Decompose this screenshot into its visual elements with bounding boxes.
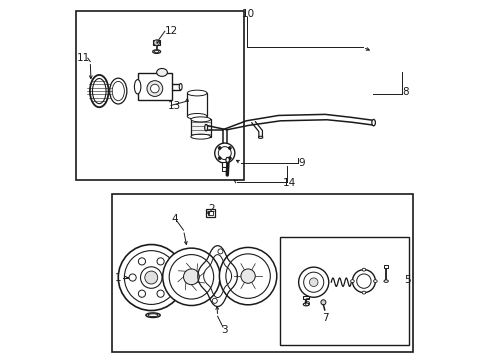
Bar (138, 73, 171, 100)
Ellipse shape (362, 268, 365, 271)
Ellipse shape (190, 134, 210, 139)
Bar (187, 93, 206, 116)
Text: 13: 13 (167, 102, 181, 112)
Ellipse shape (371, 120, 375, 126)
Bar (383, 265, 387, 267)
Circle shape (147, 81, 163, 96)
Circle shape (241, 269, 255, 283)
Circle shape (212, 298, 217, 303)
Bar (153, 40, 160, 45)
Circle shape (157, 290, 164, 297)
Ellipse shape (109, 78, 126, 104)
Circle shape (150, 84, 159, 93)
Text: 6: 6 (302, 298, 309, 308)
Circle shape (157, 258, 164, 265)
Ellipse shape (258, 136, 262, 138)
Circle shape (118, 244, 184, 311)
Text: 8: 8 (402, 87, 408, 97)
Circle shape (219, 247, 276, 305)
Circle shape (163, 248, 220, 306)
Ellipse shape (187, 90, 206, 96)
Circle shape (352, 270, 375, 293)
Circle shape (124, 251, 178, 305)
Circle shape (218, 147, 221, 149)
Ellipse shape (383, 280, 387, 282)
Circle shape (129, 274, 136, 281)
Ellipse shape (225, 157, 229, 162)
Ellipse shape (190, 117, 210, 122)
Text: 14: 14 (282, 177, 295, 188)
Circle shape (153, 40, 159, 45)
Circle shape (303, 272, 323, 292)
Circle shape (218, 249, 223, 254)
Circle shape (218, 157, 221, 159)
Ellipse shape (156, 68, 167, 76)
Text: 7: 7 (321, 313, 328, 323)
Ellipse shape (112, 81, 124, 101)
Circle shape (183, 269, 199, 285)
Text: 1: 1 (115, 273, 122, 283)
Bar (190, 120, 210, 136)
Text: 5: 5 (404, 275, 410, 285)
Bar (280, 237, 408, 345)
Bar (206, 209, 214, 217)
Circle shape (309, 278, 317, 287)
Text: 10: 10 (241, 9, 254, 19)
Ellipse shape (350, 280, 353, 283)
Ellipse shape (148, 314, 158, 317)
Ellipse shape (362, 291, 365, 294)
Bar (222, 167, 226, 171)
Circle shape (138, 290, 145, 297)
Ellipse shape (179, 84, 182, 90)
Ellipse shape (134, 80, 141, 94)
Circle shape (140, 267, 162, 288)
Circle shape (228, 157, 231, 159)
Circle shape (298, 267, 328, 297)
Ellipse shape (154, 50, 159, 53)
Circle shape (144, 271, 158, 284)
Ellipse shape (92, 78, 106, 104)
Text: 4: 4 (171, 215, 178, 224)
Text: 9: 9 (298, 158, 305, 168)
Text: 11: 11 (76, 53, 90, 63)
Bar (207, 211, 212, 215)
Circle shape (214, 143, 234, 163)
Ellipse shape (204, 125, 207, 131)
Circle shape (225, 254, 270, 298)
Bar (112, 194, 412, 352)
Ellipse shape (145, 313, 160, 318)
Circle shape (218, 147, 231, 159)
Ellipse shape (373, 280, 376, 283)
Text: 2: 2 (208, 204, 214, 215)
Bar (76, 12, 244, 180)
Text: 12: 12 (164, 26, 177, 36)
Circle shape (228, 147, 231, 149)
Text: 3: 3 (221, 325, 227, 335)
Circle shape (356, 274, 370, 288)
Ellipse shape (90, 75, 108, 107)
Circle shape (138, 258, 145, 265)
Circle shape (166, 274, 173, 281)
Bar (303, 296, 309, 300)
Circle shape (320, 300, 325, 305)
Ellipse shape (187, 113, 206, 119)
Ellipse shape (303, 303, 308, 306)
Circle shape (169, 255, 213, 299)
Ellipse shape (152, 50, 160, 53)
Bar (221, 162, 227, 167)
